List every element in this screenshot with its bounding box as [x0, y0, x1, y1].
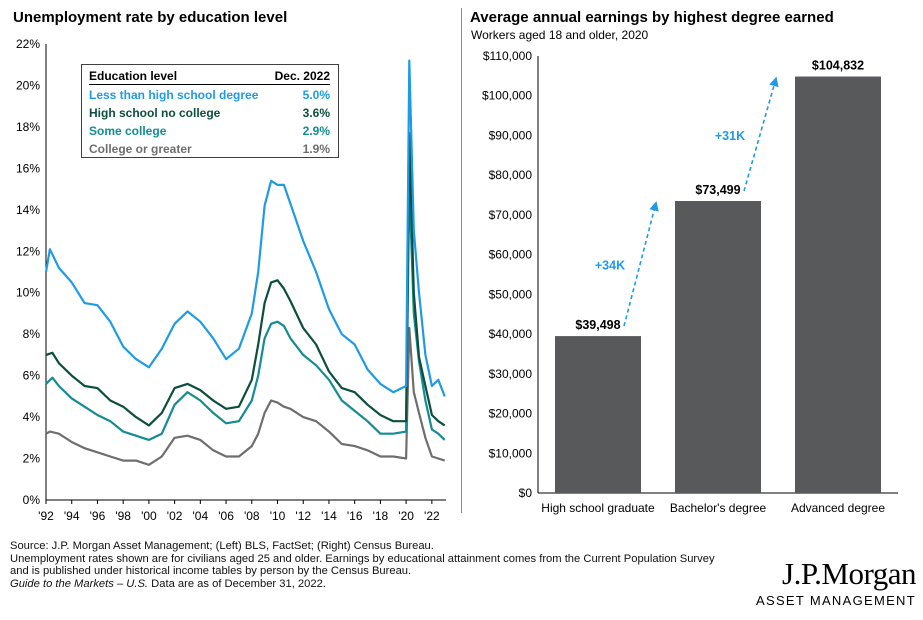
x-tick-label: '18	[373, 509, 389, 523]
guide-title: Guide to the Markets – U.S.	[10, 577, 149, 590]
series-line-college-or-greater	[45, 326, 446, 466]
right-chart-subtitle: Workers aged 18 and older, 2020	[471, 28, 649, 42]
jpmorgan-logo: J.P.Morgan ASSET MANAGEMENT	[756, 556, 916, 609]
increase-arrow	[743, 76, 779, 192]
y-tick-label: 4%	[23, 410, 41, 424]
left-chart-title: Unemployment rate by education level	[13, 9, 288, 26]
legend-header-label: Education level	[89, 69, 178, 83]
x-tick-label: '10	[270, 509, 286, 523]
y-tick-label: $110,000	[483, 49, 532, 63]
earnings-bar-chart: $0 $10,000 $20,000 $30,000 $40,000 $50,000 $60…	[482, 49, 898, 515]
footnote-note-cont: and is published under historical income…	[10, 565, 412, 577]
y-tick-label: $80,000	[489, 168, 533, 182]
series-line-less-than-high-school-degree	[44, 59, 446, 397]
y-tick-label: $20,000	[489, 407, 533, 421]
footnote-source: Source: J.P. Morgan Asset Management; (L…	[10, 540, 434, 552]
y-tick-label: 10%	[16, 286, 40, 300]
y-tick-label: $30,000	[489, 367, 533, 381]
x-tick-label: '16	[347, 509, 363, 523]
legend-item: Some college 2.9%	[89, 123, 330, 139]
legend-item-label: Some college	[89, 124, 167, 138]
x-category-label: High school graduate	[541, 501, 655, 515]
legend-item: Less than high school degree 5.0%	[89, 87, 330, 103]
legend-item-value: 5.0%	[302, 88, 330, 102]
legend-header: Education level Dec. 2022	[89, 68, 330, 85]
y-tick-label: 6%	[23, 369, 41, 383]
unemployment-line-chart: 0% 2% 4% 6% 8% 10% 12% 14% 16% 18% 20% 22% '92 '94 '96…	[16, 37, 446, 523]
y-tick-label: $70,000	[489, 208, 533, 222]
legend-item-label: College or greater	[89, 142, 192, 156]
x-tick-label: '22	[424, 509, 440, 523]
bar	[795, 76, 881, 493]
y-tick-label: 18%	[16, 120, 40, 134]
y-tick-label: 12%	[16, 244, 40, 258]
footnote: Source: J.P. Morgan Asset Management; (L…	[10, 540, 715, 590]
x-tick-label: '04	[193, 509, 209, 523]
y-tick-label: $90,000	[489, 128, 533, 142]
bar	[555, 336, 641, 493]
y-tick-label: $100,000	[482, 89, 532, 103]
x-tick-label: '98	[115, 509, 131, 523]
y-tick-label: 20%	[16, 78, 40, 92]
y-tick-label: 16%	[16, 161, 40, 175]
y-tick-label: $60,000	[489, 248, 533, 262]
x-tick-label: '92	[38, 509, 54, 523]
legend-item: College or greater 1.9%	[89, 141, 330, 157]
y-tick-label: 8%	[23, 327, 41, 341]
x-category-label: Bachelor's degree	[670, 501, 767, 515]
x-tick-label: '06	[218, 509, 234, 523]
x-category-label: Advanced degree	[791, 501, 885, 515]
x-tick-label: '00	[141, 509, 157, 523]
legend-item-value: 1.9%	[302, 142, 330, 156]
x-tick-label: '08	[244, 509, 260, 523]
increase-arrow	[623, 201, 659, 327]
y-tick-label: 14%	[16, 203, 40, 217]
bar-value-label: $73,499	[695, 183, 740, 197]
panel-divider	[461, 8, 462, 513]
legend-item-value: 3.6%	[302, 106, 330, 120]
x-tick-label: '20	[398, 509, 414, 523]
footnote-date: Guide to the Markets – U.S. Data are as …	[10, 578, 715, 591]
logo-wordmark: J.P.Morgan	[782, 556, 916, 591]
y-tick-label: $10,000	[489, 446, 533, 460]
right-chart-title: Average annual earnings by highest degre…	[470, 9, 834, 26]
legend-item-label: High school no college	[89, 106, 221, 120]
x-tick-label: '94	[64, 509, 80, 523]
legend-item-label: Less than high school degree	[89, 88, 259, 102]
bar	[675, 201, 761, 493]
y-tick-label: 0%	[23, 493, 41, 507]
logo-subtitle: ASSET MANAGEMENT	[756, 593, 916, 608]
chart-legend: Education level Dec. 2022 Less than high…	[81, 64, 339, 158]
legend-item-value: 2.9%	[302, 124, 330, 138]
y-tick-label: $40,000	[489, 327, 533, 341]
x-tick-label: '96	[90, 509, 106, 523]
data-date: Data are as of December 31, 2022.	[148, 577, 326, 590]
legend-header-value: Dec. 2022	[274, 69, 330, 83]
increase-label: +31K	[715, 129, 745, 143]
x-tick-label: '12	[295, 509, 311, 523]
increase-label: +34K	[595, 259, 625, 273]
y-tick-label: $0	[519, 486, 533, 500]
x-tick-label: '02	[167, 509, 183, 523]
y-tick-label: 2%	[23, 452, 41, 466]
footnote-note: Unemployment rates shown are for civilia…	[10, 552, 715, 565]
bar-value-label: $39,498	[575, 318, 620, 332]
x-tick-label: '14	[321, 509, 337, 523]
bar-value-label: $104,832	[812, 59, 864, 73]
y-tick-label: $50,000	[489, 287, 533, 301]
legend-item: High school no college 3.6%	[89, 105, 330, 121]
y-tick-label: 22%	[16, 37, 40, 51]
